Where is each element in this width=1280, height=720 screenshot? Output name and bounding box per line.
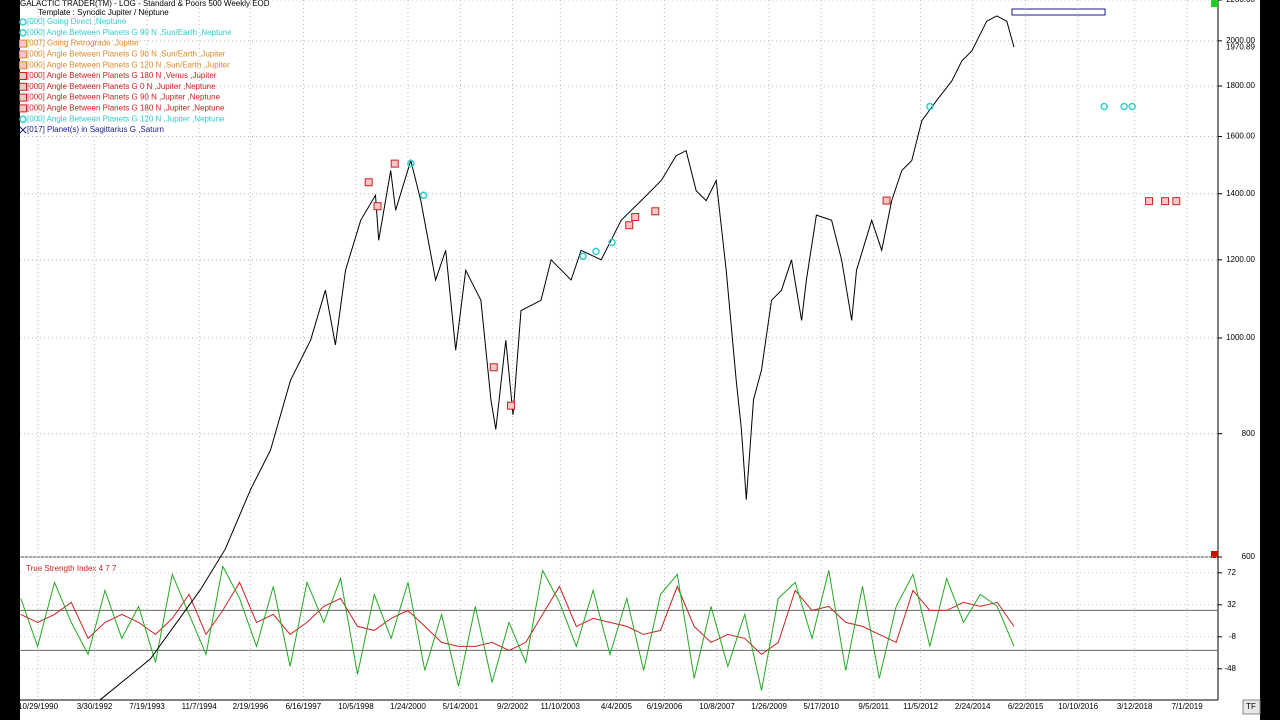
legend-entry: [000] Angle Between Planets G 90 N ,Sun/…: [27, 28, 232, 37]
y-tick-label: 1600.00: [1226, 132, 1255, 141]
indicator-line: [20, 564, 1015, 691]
x-tick-label: 6/16/1997: [286, 702, 322, 711]
x-tick-label: 9/2/2002: [497, 702, 529, 711]
x-tick-label: 11/7/1994: [182, 702, 218, 711]
legend-entry: [000] Angle Between Planets G 90 N ,Sun/…: [27, 50, 226, 59]
y-tick-label: 1400.00: [1226, 189, 1255, 198]
y-tick-label: -48: [1224, 664, 1236, 673]
x-tick-label: 10/29/1990: [18, 702, 59, 711]
event-marker: [608, 238, 616, 247]
event-marker: [651, 207, 660, 216]
legend-symbol: [19, 72, 27, 80]
event-marker: [1128, 102, 1136, 111]
x-tick-label: 11/5/2012: [903, 702, 939, 711]
legend-symbol: [19, 18, 27, 26]
legend-entry: [000] Angle Between Planets G 0 N ,Jupit…: [27, 82, 216, 91]
legend-entry: [000] Angle Between Planets G 180 N ,Jup…: [27, 104, 225, 113]
event-marker: [579, 252, 587, 261]
x-tick-label: 1/26/2009: [751, 702, 787, 711]
timeframe-button[interactable]: [1242, 699, 1261, 715]
x-tick-label: 10/5/1998: [338, 702, 374, 711]
legend-symbol: [19, 104, 27, 113]
legend-entry: [007] Going Retrograde ,Jupiter: [27, 39, 139, 48]
y-tick-label: 1800.00: [1226, 81, 1255, 90]
event-marker: [373, 202, 382, 211]
y-tick-label: 32: [1227, 600, 1236, 609]
x-tick-label: 9/5/2011: [858, 702, 889, 711]
event-marker: [625, 221, 634, 230]
event-marker: [1100, 102, 1108, 111]
legend-symbol: [19, 39, 27, 48]
event-marker: [1172, 197, 1181, 206]
x-axis-background: [20, 700, 1218, 720]
chart-subtitle: Template : Synodic Jupiter / Neptune: [38, 8, 169, 17]
event-marker: [489, 363, 498, 372]
indicator-line: [20, 581, 1015, 656]
pane-handle[interactable]: [1211, 551, 1218, 558]
event-marker: [364, 178, 373, 187]
event-marker: [1161, 197, 1170, 206]
y-tick-label: 72: [1227, 568, 1236, 577]
x-tick-label: 7/19/1993: [129, 702, 165, 711]
y-tick-label: 2000.00: [1226, 36, 1255, 45]
x-tick-label: 5/14/2001: [443, 702, 479, 711]
x-tick-label: 4/4/2005: [601, 702, 633, 711]
x-tick-label: 2/19/1996: [233, 702, 269, 711]
legend-symbol: [19, 82, 27, 91]
y-tick-label: 800: [1242, 429, 1256, 438]
y-tick-label: 1200.00: [1226, 255, 1255, 264]
price-line: [99, 15, 1015, 701]
legend-entry: [000] Going Direct ,Neptune: [27, 17, 127, 26]
legend-symbol: [19, 50, 27, 59]
event-marker: [1145, 197, 1154, 206]
x-tick-label: 6/22/2015: [1008, 702, 1044, 711]
indicator-title: True Strength Index 4 7 7: [26, 564, 117, 573]
selection-box: [1011, 8, 1106, 16]
x-tick-label: 11/10/2003: [541, 702, 581, 711]
x-tick-label: 3/30/1992: [77, 702, 113, 711]
event-marker: [592, 247, 600, 256]
legend-symbol: [19, 93, 27, 102]
x-tick-label: 5/17/2010: [803, 702, 839, 711]
legend-entry: [000] Angle Between Planets G 180 N ,Ven…: [27, 71, 217, 80]
legend-entry: [000] Angle Between Planets G 120 N ,Jup…: [27, 114, 225, 123]
x-tick-label: 7/1/2019: [1172, 702, 1204, 711]
y-tick-label: -8: [1229, 632, 1237, 641]
pane-handle[interactable]: [1211, 0, 1218, 7]
x-tick-label: 1/24/2000: [390, 702, 426, 711]
y-tick-label: 1000.00: [1226, 333, 1255, 342]
x-tick-label: 10/10/2016: [1058, 702, 1099, 711]
x-tick-label: 3/12/2018: [1117, 702, 1153, 711]
timeframe-label[interactable]: TF: [1246, 702, 1256, 711]
event-marker: [506, 401, 515, 410]
legend-symbol: [19, 61, 27, 70]
legend-entry: [000] Angle Between Planets G 90 N ,Jupi…: [27, 93, 221, 102]
event-marker: [631, 213, 640, 222]
event-marker: [882, 196, 891, 205]
legend-symbol: [19, 29, 27, 37]
event-marker: [926, 102, 934, 111]
legend-entry: [017] Planet(s) in Sagittarius G ,Saturn: [27, 125, 164, 134]
x-tick-label: 2/24/2014: [955, 702, 991, 711]
event-marker: [419, 191, 428, 200]
axis-background: [1218, 0, 1260, 720]
last-price-label: 1970.89: [1226, 42, 1255, 51]
x-tick-label: 10/8/2007: [699, 702, 735, 711]
legend-entry: [000] Angle Between Planets G 120 N ,Sun…: [27, 60, 230, 69]
y-tick-label: 600: [1242, 552, 1256, 561]
legend-symbol: [19, 115, 27, 123]
chart-title: GALACTIC TRADER(TM) - LOG - Standard & P…: [20, 0, 270, 8]
event-marker: [1120, 102, 1128, 111]
legend-symbol: [19, 126, 27, 134]
event-marker: [407, 159, 415, 168]
y-tick-label: 2200.00: [1226, 0, 1255, 4]
event-marker: [390, 159, 399, 168]
x-tick-label: 6/19/2006: [647, 702, 683, 711]
